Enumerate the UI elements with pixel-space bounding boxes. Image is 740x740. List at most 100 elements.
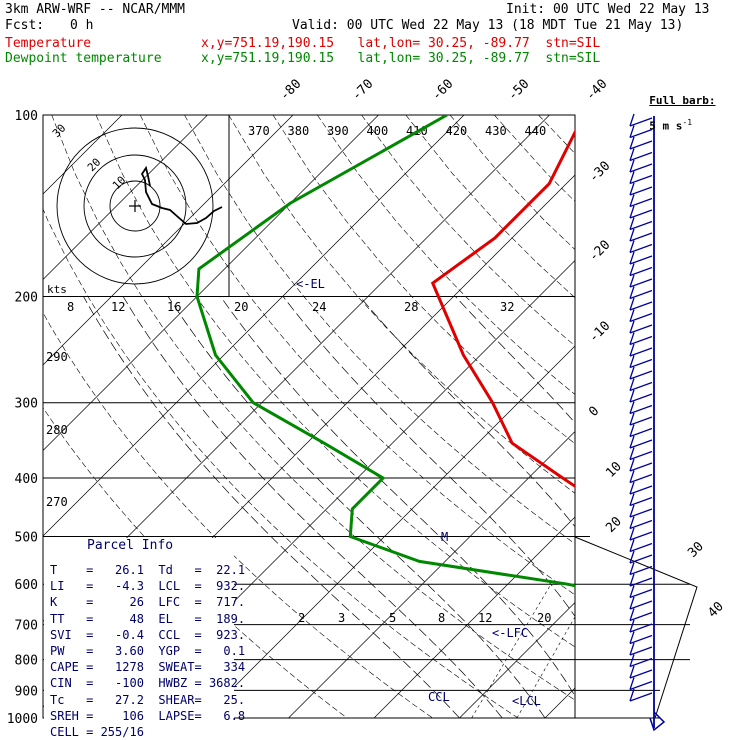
mixing-ratio-label: 12 — [478, 611, 492, 625]
dry-adiabat — [272, 115, 575, 445]
wind-barb — [629, 320, 635, 334]
wind-barb — [629, 493, 635, 506]
wind-barb — [629, 393, 653, 403]
wind-barb — [629, 194, 635, 207]
isotherm-line — [459, 602, 575, 718]
isotherm-label: -70 — [349, 77, 376, 104]
el-label: <-EL — [296, 277, 325, 291]
mixing-ratio-line — [471, 584, 552, 718]
wind-barb — [629, 496, 653, 507]
wind-barb — [629, 692, 653, 702]
wind-barb — [629, 527, 635, 541]
isotherm-line — [43, 115, 465, 537]
parcel-info-row: CELL = 255/16 — [50, 725, 144, 739]
dry-adiabat — [139, 115, 575, 596]
wind-barb — [629, 335, 653, 346]
dewpoint-profile — [195, 115, 575, 588]
isotherm-label: -20 — [586, 238, 613, 265]
isotherm-label: -30 — [586, 159, 613, 186]
wind-barb — [629, 125, 635, 138]
wind-barb — [629, 600, 653, 610]
wind-barb — [629, 554, 653, 564]
theta-label: 400 — [367, 124, 389, 138]
wind-barb — [629, 404, 653, 415]
wind-barb — [629, 447, 635, 460]
barb-key-line2: 5 m s — [649, 119, 683, 133]
wind-barb — [629, 646, 653, 656]
isotherm-line — [43, 115, 294, 366]
moist-adiabat — [710, 297, 740, 719]
wind-barb — [629, 286, 635, 299]
parcel-info-row: CAPE = 1278 SWEAT= 334 — [50, 660, 246, 675]
wind-barb — [629, 266, 653, 277]
wind-barb — [629, 117, 653, 127]
wind-barb — [629, 312, 653, 323]
mixing-ratio-label: 8 — [67, 300, 74, 314]
theta-label: 390 — [327, 124, 349, 138]
wind-barb — [629, 596, 635, 610]
theta-label: 280 — [46, 423, 68, 437]
wind-barb — [629, 209, 653, 219]
isotherm-line — [202, 345, 575, 718]
wind-barb — [629, 163, 653, 173]
pressure-tick-label: 200 — [15, 291, 38, 306]
theta-label: 440 — [525, 124, 547, 138]
wind-barb — [629, 381, 653, 392]
wind-barb — [629, 148, 635, 161]
pressure-tick-label: 1000 — [7, 712, 38, 727]
wind-barb — [629, 470, 635, 483]
parcel-info-row: K = 26 LFC = 717. — [50, 595, 246, 610]
ccl-label: CCL — [428, 690, 450, 704]
wind-barb — [629, 542, 653, 553]
dry-adiabat — [405, 115, 575, 299]
wind-barb — [629, 378, 635, 391]
wind-barb — [629, 642, 635, 656]
isotherm-line — [373, 516, 575, 718]
theta-label: 430 — [485, 124, 507, 138]
wind-barb — [629, 197, 653, 208]
init-time: Init: 00 UTC Wed 22 May 13 — [506, 2, 710, 17]
pressure-tick-label: 900 — [15, 684, 38, 699]
wind-barb — [629, 220, 653, 231]
isotherm-line — [43, 115, 208, 280]
moist-adiabat — [574, 296, 575, 298]
dry-adiabat — [671, 115, 740, 731]
wind-barb — [629, 608, 635, 621]
wind-barb — [629, 508, 653, 518]
wind-barb — [629, 669, 653, 679]
wind-barb — [629, 289, 653, 300]
isotherm-label: 40 — [705, 599, 727, 621]
wind-barb — [629, 263, 635, 276]
isotherm-label: 10 — [603, 459, 625, 481]
dry-adiabat — [43, 312, 434, 718]
wind-barb — [629, 301, 653, 311]
wind-barb — [629, 113, 635, 127]
wind-barb — [629, 485, 653, 495]
mixing-ratio-label: 12 — [111, 300, 125, 314]
isotherm-label: 30 — [685, 539, 707, 561]
plot-frame — [42, 114, 576, 719]
isotherm-line — [288, 431, 575, 718]
isotherm-label: -60 — [429, 77, 456, 104]
wind-barb — [629, 358, 653, 369]
hodograph-ring-label: 10 — [110, 174, 129, 193]
forecast-value: 0 h — [70, 18, 94, 33]
wind-barb — [629, 228, 635, 242]
wind-barb — [629, 588, 653, 599]
wind-barb — [629, 631, 635, 644]
wind-barb — [629, 665, 635, 679]
mixing-ratio-line — [635, 584, 705, 718]
wind-barb — [629, 473, 653, 484]
wind-barb — [629, 366, 635, 380]
pressure-tick-label: 800 — [15, 654, 38, 669]
theta-label: 380 — [288, 124, 310, 138]
isotherm-line — [716, 115, 740, 718]
wind-barb — [629, 140, 653, 150]
dry-adiabat — [361, 115, 575, 347]
theta-label: 370 — [248, 124, 270, 138]
wind-barb — [629, 171, 635, 184]
mixing-ratio-label: 28 — [404, 300, 418, 314]
pressure-tick-label: 700 — [15, 619, 38, 634]
wind-barb — [629, 619, 635, 633]
profiles — [195, 115, 575, 588]
